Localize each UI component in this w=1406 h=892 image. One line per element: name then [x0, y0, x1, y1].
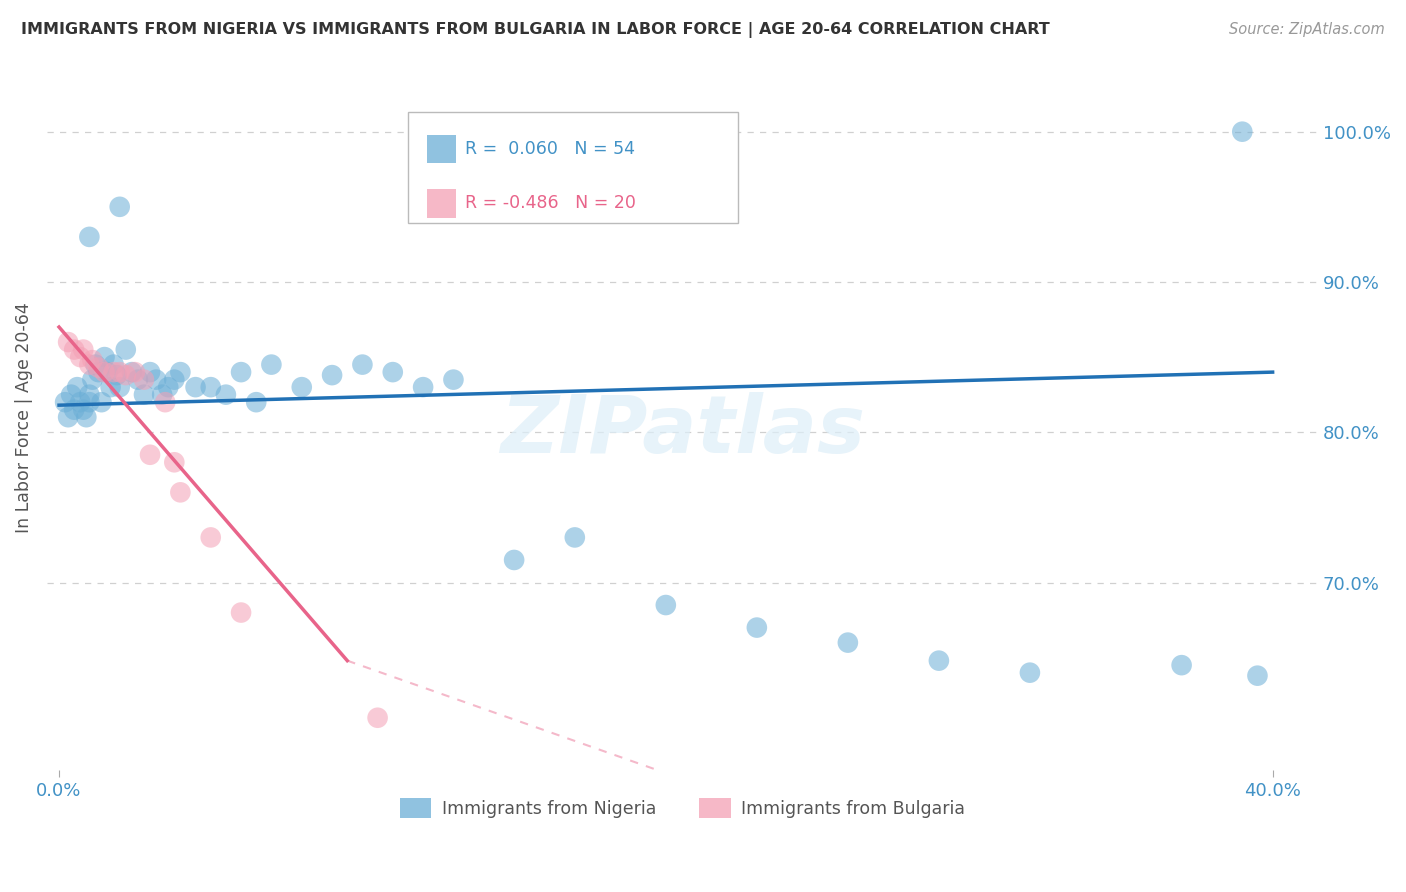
Point — [229, 606, 252, 620]
Text: ZIPatlas: ZIPatlas — [501, 392, 865, 470]
Point — [82, 373, 104, 387]
Point — [100, 380, 122, 394]
Point — [352, 358, 374, 372]
Point — [108, 365, 131, 379]
Point — [200, 380, 222, 394]
Point — [157, 380, 180, 394]
Point — [72, 343, 94, 357]
Point — [245, 395, 267, 409]
Point — [745, 621, 768, 635]
Point — [145, 373, 167, 387]
Point — [200, 530, 222, 544]
Point — [169, 485, 191, 500]
Point — [215, 387, 238, 401]
Point — [124, 365, 146, 379]
Point — [79, 230, 101, 244]
Point — [260, 358, 283, 372]
Point — [655, 598, 678, 612]
Point — [121, 365, 143, 379]
Point — [87, 360, 110, 375]
Point — [72, 402, 94, 417]
Point — [503, 553, 526, 567]
Point — [82, 353, 104, 368]
Point — [163, 455, 186, 469]
Point — [155, 395, 177, 409]
Point — [69, 350, 91, 364]
Point — [66, 380, 89, 394]
Point — [132, 387, 155, 401]
Point — [93, 365, 115, 379]
Point — [103, 358, 125, 372]
Point — [1246, 668, 1268, 682]
Point — [63, 343, 86, 357]
Point — [79, 395, 101, 409]
Point — [127, 373, 149, 387]
Point — [169, 365, 191, 379]
Text: Source: ZipAtlas.com: Source: ZipAtlas.com — [1229, 22, 1385, 37]
Point — [321, 368, 343, 383]
Point — [93, 350, 115, 364]
Point — [114, 368, 136, 383]
Point — [97, 365, 120, 379]
Text: IMMIGRANTS FROM NIGERIA VS IMMIGRANTS FROM BULGARIA IN LABOR FORCE | AGE 20-64 C: IMMIGRANTS FROM NIGERIA VS IMMIGRANTS FR… — [21, 22, 1050, 38]
Point — [1232, 125, 1254, 139]
Point — [381, 365, 404, 379]
Point — [84, 358, 107, 372]
Point — [87, 365, 110, 379]
Y-axis label: In Labor Force | Age 20-64: In Labor Force | Age 20-64 — [15, 301, 32, 533]
Point — [139, 365, 162, 379]
Point — [79, 358, 101, 372]
Point — [139, 448, 162, 462]
Point — [69, 395, 91, 409]
Point — [291, 380, 314, 394]
Text: R =  0.060   N = 54: R = 0.060 N = 54 — [465, 140, 636, 158]
Legend: Immigrants from Nigeria, Immigrants from Bulgaria: Immigrants from Nigeria, Immigrants from… — [394, 791, 972, 825]
Point — [56, 334, 79, 349]
Point — [1170, 658, 1192, 673]
Point — [56, 410, 79, 425]
Point — [837, 635, 859, 649]
Point — [184, 380, 207, 394]
Point — [79, 387, 101, 401]
Point — [108, 380, 131, 394]
Point — [75, 410, 97, 425]
Text: R = -0.486   N = 20: R = -0.486 N = 20 — [465, 194, 637, 212]
Point — [412, 380, 434, 394]
Point — [105, 368, 128, 383]
Point — [1019, 665, 1042, 680]
Point — [60, 387, 83, 401]
Point — [443, 373, 465, 387]
Point — [229, 365, 252, 379]
Point — [90, 395, 112, 409]
Point — [367, 711, 389, 725]
Point — [564, 530, 586, 544]
Point — [103, 365, 125, 379]
Point — [928, 654, 950, 668]
Point — [53, 395, 76, 409]
Point — [108, 200, 131, 214]
Point — [114, 343, 136, 357]
Point — [163, 373, 186, 387]
Point — [132, 373, 155, 387]
Point — [150, 387, 173, 401]
Point — [63, 402, 86, 417]
